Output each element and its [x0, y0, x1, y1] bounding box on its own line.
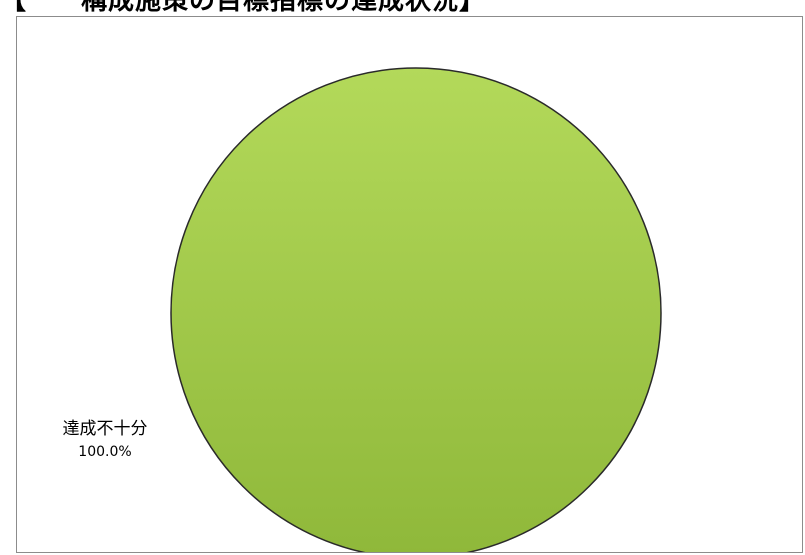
- slice-percent-label: 100.0%: [78, 444, 132, 460]
- chart-title: 【 構成施策の目標指標の達成状況】: [0, 0, 487, 16]
- chart-area: 達成不十分 100.0%: [16, 16, 803, 553]
- slice-label-0: 達成不十分 100.0%: [45, 417, 165, 463]
- pie-slice-0: [170, 67, 662, 552]
- pie-chart: [170, 67, 662, 552]
- slice-category-label: 達成不十分: [62, 419, 148, 439]
